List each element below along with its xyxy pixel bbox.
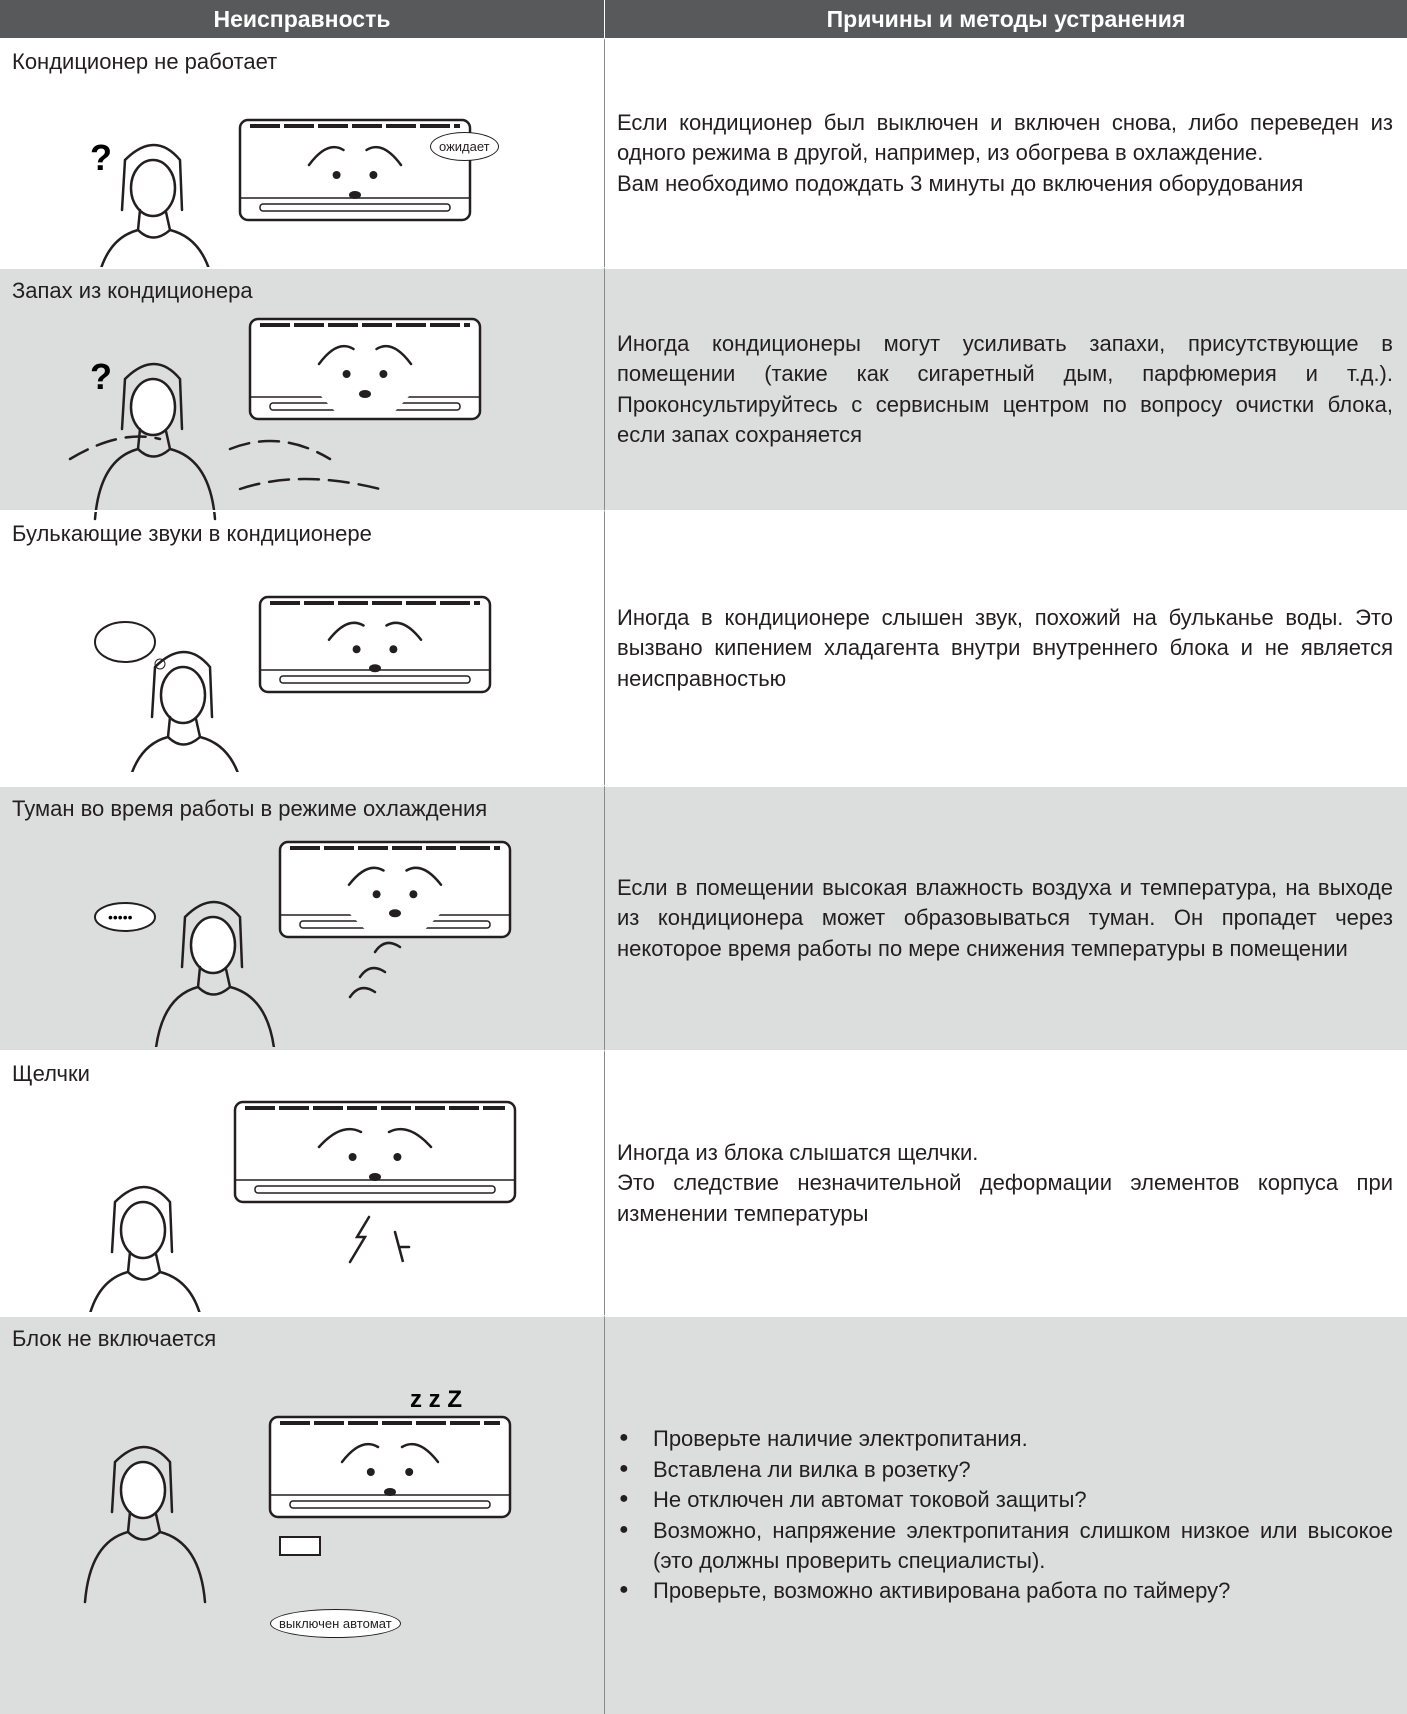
problem-cell: Блок не включается z z Z выключен автомат — [0, 1315, 605, 1714]
solution-cell: Иногда из блока слышатся щелчки. Это след… — [605, 1050, 1407, 1315]
solution-item: Вставлена ли вилка в розетку? — [619, 1455, 1393, 1485]
solution-cell: Проверьте наличие электропитания.Вставле… — [605, 1315, 1407, 1714]
problem-cell: Запах из кондиционера ? — [0, 267, 605, 521]
solution-cell: Если в помещении высокая влажность возду… — [605, 785, 1407, 1050]
column-header: Причины и методы устранения — [605, 0, 1407, 38]
column-header: Неисправность — [0, 0, 605, 38]
svg-text:•••••: ••••• — [108, 909, 133, 925]
solution-item: Проверьте наличие электропитания. — [619, 1424, 1393, 1454]
solution-text: Если кондиционер был выключен и включен … — [617, 109, 1393, 166]
problem-cell: Булькающие звуки в кондиционере — [0, 510, 605, 809]
solution-cell: Иногда в кондиционере слышен звук, похож… — [605, 510, 1407, 785]
illustration-svg — [83, 1100, 517, 1344]
problem-cell: Кондиционер не работает ? ожидает — [0, 38, 605, 302]
illustration — [0, 1092, 605, 1344]
illustration: ••••• — [0, 827, 605, 1059]
solution-item: Проверьте, возможно активирована работа … — [619, 1576, 1393, 1606]
illustration: z z Z — [0, 1357, 605, 1702]
solution-text: Если в помещении высокая влажность возду… — [617, 874, 1393, 961]
illustration: ? — [0, 80, 605, 305]
solution-list: Проверьте наличие электропитания.Вставле… — [617, 1424, 1393, 1606]
solution: Иногда из блока слышатся щелчки. Это след… — [617, 1138, 1393, 1229]
solution-item: Возможно, напряжение электропитания слиш… — [619, 1516, 1393, 1577]
illustration-svg: ? — [68, 317, 482, 521]
solution-text: Иногда в кондиционере слышен звук, похож… — [617, 604, 1393, 691]
svg-text:?: ? — [90, 137, 112, 178]
problem-cell: Туман во время работы в режиме охлаждени… — [0, 785, 605, 1059]
illustration-svg: ? — [90, 118, 472, 302]
solution: Иногда кондиционеры могут усиливать запа… — [617, 329, 1393, 450]
solution-text: Иногда из блока слышатся щелчки. — [617, 1139, 979, 1165]
problem-title: Кондиционер не работает — [12, 49, 278, 74]
problem-title: Щелчки — [12, 1061, 90, 1086]
illustration-label: ожидает — [430, 132, 499, 161]
problem-title: Туман во время работы в режиме охлаждени… — [12, 796, 488, 821]
illustration: ? — [0, 309, 605, 534]
solution-cell: Если кондиционер был выключен и включен … — [605, 38, 1407, 267]
illustration — [0, 552, 605, 809]
solution: Если кондиционер был выключен и включен … — [617, 108, 1393, 199]
illustration-label: выключен автомат — [270, 1609, 401, 1638]
svg-text:z z Z: z z Z — [410, 1386, 462, 1413]
solution-text: Иногда кондиционеры могут усиливать запа… — [617, 330, 1393, 447]
solution-cell: Иногда кондиционеры могут усиливать запа… — [605, 267, 1407, 510]
illustration-svg — [94, 595, 492, 809]
illustration-svg: ••••• — [94, 840, 512, 1059]
solution: Если в помещении высокая влажность возду… — [617, 873, 1393, 964]
solution: Иногда в кондиционере слышен звук, похож… — [617, 603, 1393, 694]
svg-text:?: ? — [90, 356, 112, 397]
illustration-svg: z z Z — [83, 1386, 512, 1604]
solution-item: Не отключен ли автомат токовой защиты? — [619, 1485, 1393, 1515]
problem-title: Блок не включается — [12, 1326, 217, 1351]
problem-title: Булькающие звуки в кондиционере — [12, 521, 372, 546]
problem-cell: Щелчки — [0, 1050, 605, 1344]
solution: Проверьте наличие электропитания.Вставле… — [617, 1424, 1393, 1606]
solution-text: Вам необходимо подождать 3 минуты до вкл… — [617, 170, 1304, 196]
problem-title: Запах из кондиционера — [12, 278, 253, 303]
solution-text: Это следствие незначительной деформации … — [617, 1170, 1393, 1226]
